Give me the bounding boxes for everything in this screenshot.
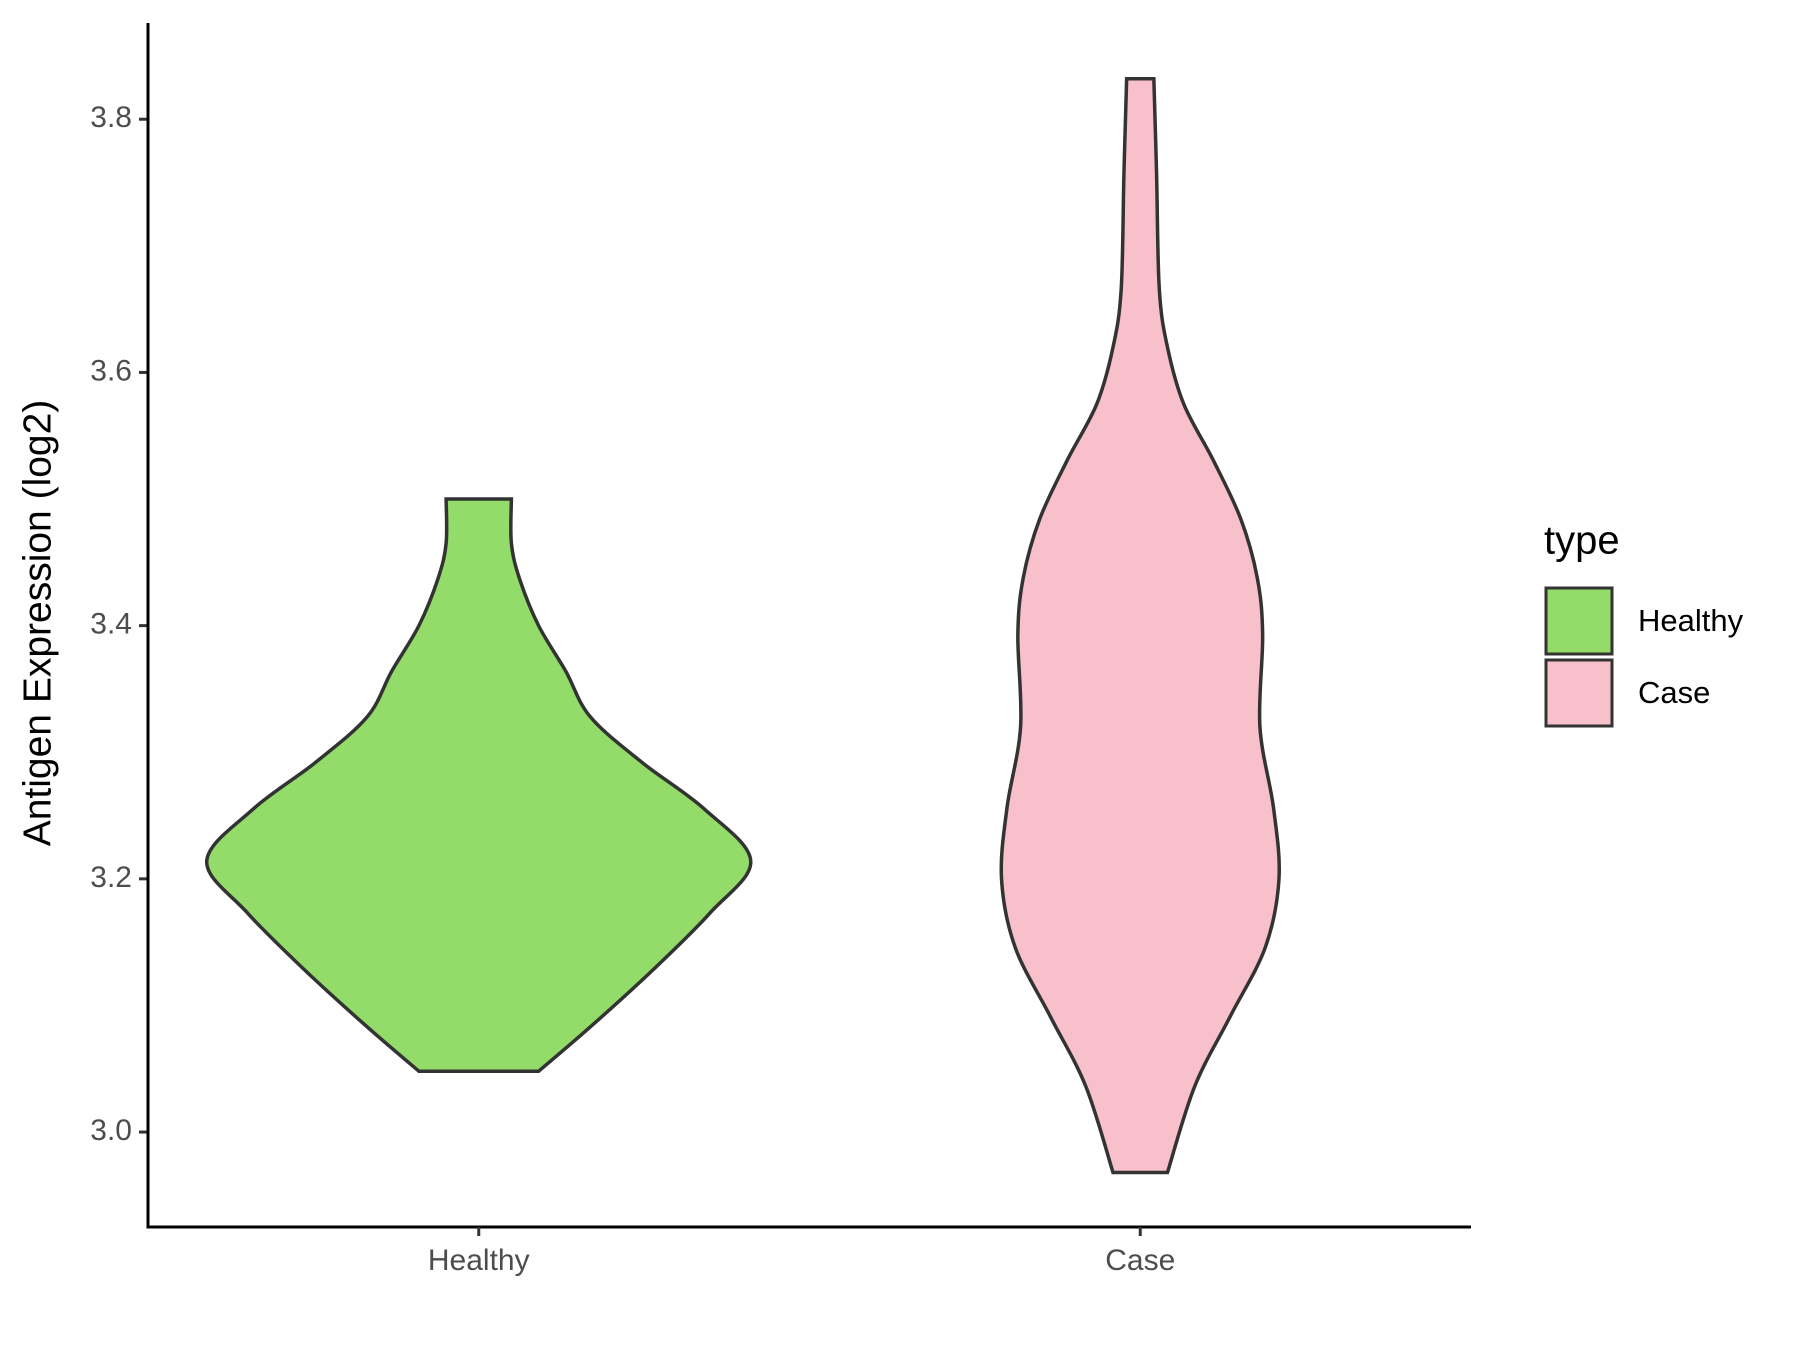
violin	[204, 497, 753, 1074]
x-tick-label: Healthy	[428, 1244, 530, 1277]
y-axis-title: Antigen Expression (log2)	[16, 400, 59, 847]
y-tick-label: 3.4	[90, 608, 132, 641]
x-tick-label: Case	[1105, 1244, 1175, 1277]
y-tick-label: 3.0	[90, 1114, 132, 1147]
y-tick-label: 3.2	[90, 861, 132, 894]
legend-key	[1544, 658, 1614, 728]
legend-label: Case	[1638, 675, 1710, 710]
violin	[999, 76, 1281, 1175]
legend-label: Healthy	[1638, 603, 1744, 638]
y-tick-label: 3.6	[90, 354, 132, 387]
y-tick-label: 3.8	[90, 101, 132, 134]
legend-key	[1544, 586, 1614, 656]
legend-title: type	[1544, 519, 1620, 563]
